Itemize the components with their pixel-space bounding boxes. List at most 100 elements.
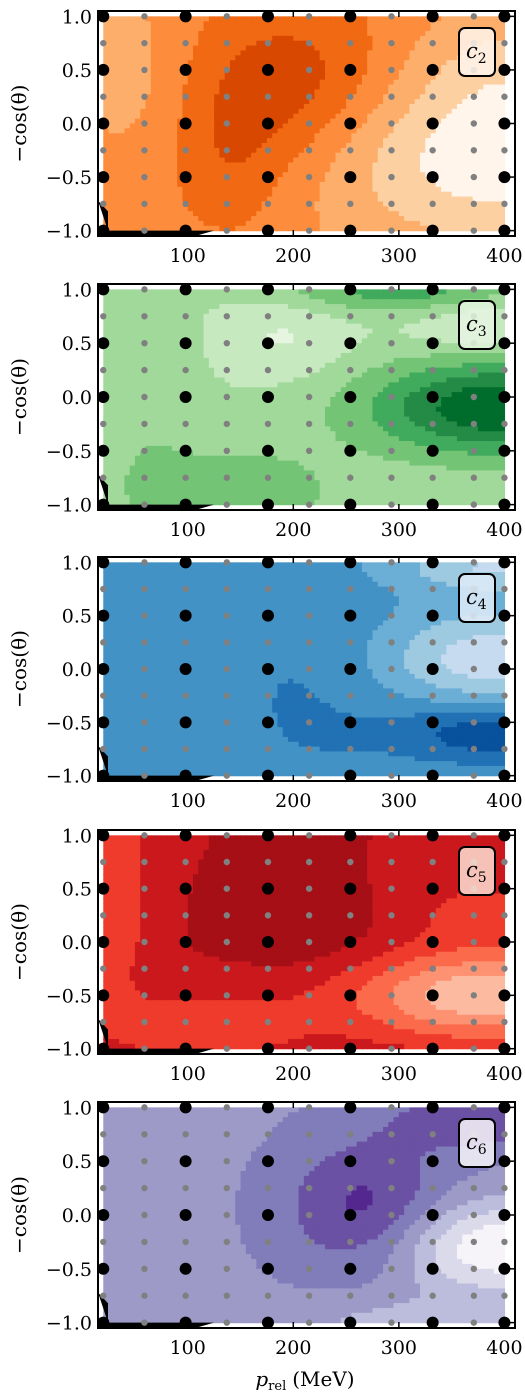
x-tick-label: 200 (275, 1337, 311, 1359)
fine-point (182, 912, 189, 919)
fine-point (347, 858, 354, 866)
fine-point (141, 1211, 148, 1219)
fine-point (305, 692, 313, 699)
fine-point (141, 1045, 148, 1052)
fine-point (305, 1184, 313, 1192)
fine-point (305, 1319, 313, 1326)
fine-point (223, 559, 230, 566)
corner-marker (98, 1292, 108, 1323)
fine-point (264, 639, 272, 646)
fine-point (388, 1238, 395, 1246)
fine-point (388, 339, 395, 347)
fine-point (182, 39, 189, 47)
fine-point (305, 147, 313, 154)
fine-point (182, 93, 189, 100)
coarse-point (179, 11, 192, 23)
fine-point (388, 992, 395, 999)
fine-point (305, 612, 313, 619)
fine-point (264, 585, 272, 593)
fine-point (223, 1104, 230, 1111)
fine-point (501, 912, 508, 919)
fine-point (182, 474, 189, 481)
coarse-point (261, 769, 274, 781)
x-tick-label: 200 (275, 519, 311, 541)
fine-point (223, 1319, 230, 1326)
coarse-point (426, 444, 439, 457)
fine-point (141, 339, 148, 347)
fine-point (470, 938, 478, 946)
panel-c3: 100 200 300 400−1.0−0.50.00.51.0−cos(θ)c3 (7, 279, 523, 541)
coarse-point (498, 716, 511, 729)
y-tick-label: 0.0 (62, 932, 92, 954)
fine-point (223, 1131, 230, 1138)
y-tick-label: −1.0 (46, 1313, 92, 1335)
x-tick-label: 200 (275, 245, 311, 267)
fine-point (141, 965, 148, 972)
fine-point (388, 420, 395, 428)
fine-point (388, 772, 395, 779)
fine-point (388, 938, 395, 946)
x-tick-label: 300 (381, 790, 417, 812)
fine-point (223, 1045, 230, 1052)
fine-point (100, 1018, 107, 1026)
coarse-point (179, 224, 192, 236)
fine-point (305, 665, 313, 673)
fine-point (305, 313, 313, 320)
fine-point (305, 1104, 313, 1111)
fine-point (141, 447, 148, 455)
fine-point (429, 1131, 436, 1138)
coarse-point (261, 171, 274, 184)
fine-point (305, 559, 313, 566)
coarse-point (426, 63, 439, 76)
fine-point (223, 772, 230, 779)
fine-point (305, 938, 313, 946)
fine-point (305, 339, 313, 347)
fine-point (470, 93, 478, 100)
fine-point (100, 1238, 107, 1246)
fine-point (470, 1104, 478, 1111)
coarse-point (261, 391, 274, 403)
coarse-point (426, 284, 439, 296)
fine-point (223, 719, 230, 726)
fine-point (141, 313, 148, 320)
coarse-point (498, 663, 511, 675)
coarse-point (498, 337, 511, 350)
coarse-point (426, 989, 439, 1002)
fine-point (141, 227, 148, 234)
fine-point (141, 66, 148, 74)
fine-point (141, 39, 148, 47)
fine-point (429, 858, 436, 866)
fine-point (141, 639, 148, 646)
y-tick-label: 0.5 (62, 333, 92, 355)
x-tick-label: 400 (486, 1063, 522, 1085)
fine-point (429, 420, 436, 428)
fine-point (470, 393, 478, 401)
fine-point (388, 366, 395, 374)
fine-point (388, 66, 395, 74)
fine-point (305, 719, 313, 726)
coarse-point (344, 284, 357, 296)
coarse-point (344, 171, 357, 184)
fine-point (264, 912, 272, 919)
y-tick-label: −1.0 (46, 495, 92, 517)
y-axis-label: −cos(θ) (7, 358, 31, 436)
fine-point (100, 366, 107, 374)
fine-point (501, 420, 508, 428)
fine-point (182, 1292, 189, 1299)
coarse-point (344, 498, 357, 510)
fine-point (501, 745, 508, 753)
fine-point (223, 366, 230, 374)
coarse-point (498, 1262, 511, 1275)
y-axis-label: −cos(θ) (7, 903, 31, 981)
fine-point (223, 1238, 230, 1246)
fine-point (100, 1292, 107, 1299)
coarse-point (426, 1262, 439, 1275)
fine-point (470, 1184, 478, 1192)
x-tick-label: 300 (381, 245, 417, 267)
fine-point (470, 559, 478, 566)
coarse-point (261, 609, 274, 622)
coarse-point (426, 1042, 439, 1054)
coarse-point (344, 444, 357, 457)
fine-point (182, 965, 189, 972)
fine-point (223, 393, 230, 401)
